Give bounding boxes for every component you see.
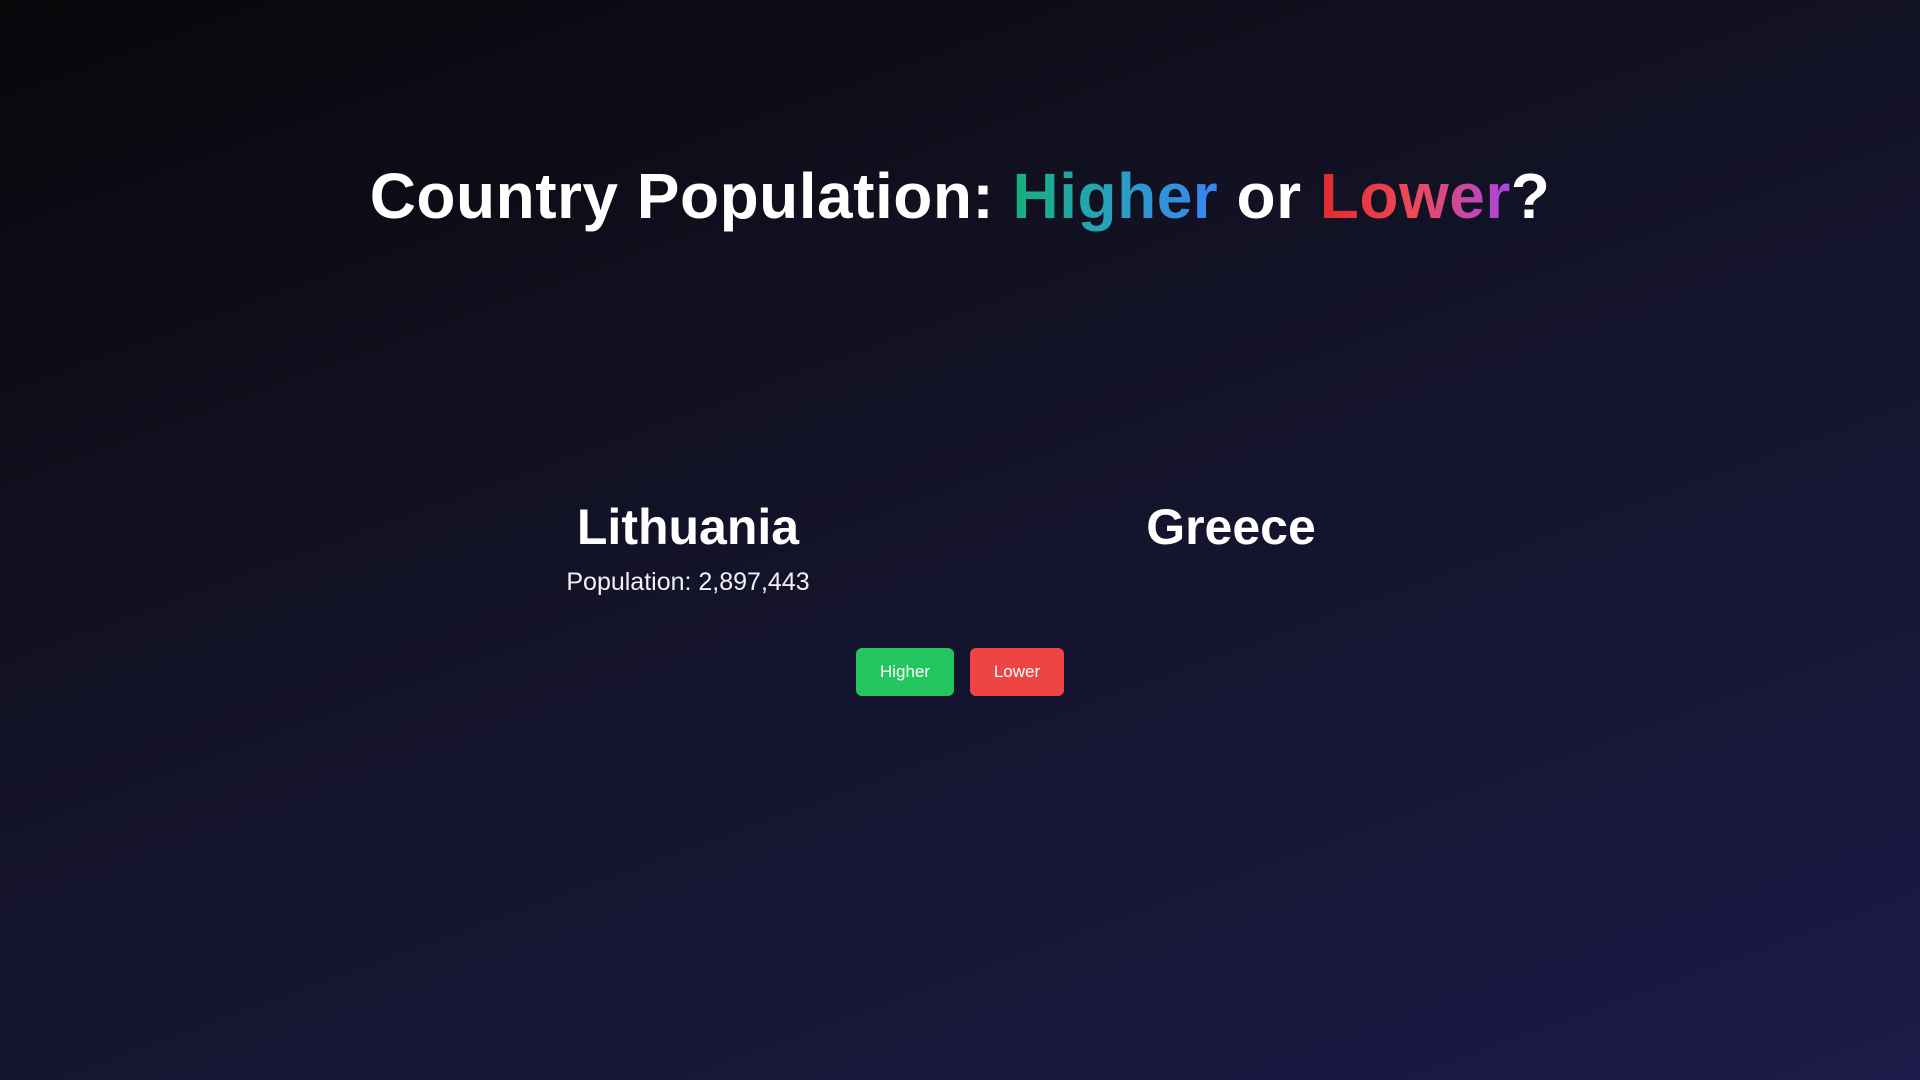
lower-button[interactable]: Lower — [970, 648, 1064, 696]
title-prefix: Country Population: — [369, 160, 1013, 232]
right-country-card: Greece — [981, 495, 1481, 559]
title-suffix: ? — [1510, 160, 1551, 232]
left-country-population: Population: 2,897,443 — [566, 568, 810, 596]
guess-buttons: Higher Lower — [0, 648, 1920, 696]
page-title: Country Population: Higher or Lower? — [0, 158, 1920, 235]
right-country-name: Greece — [1146, 499, 1316, 555]
title-higher-word: Higher — [1012, 160, 1219, 232]
title-lower-word: Lower — [1319, 160, 1511, 232]
left-country-card: Lithuania Population: 2,897,443 — [438, 495, 938, 599]
higher-button[interactable]: Higher — [856, 648, 954, 696]
left-country-name: Lithuania — [576, 499, 800, 555]
title-middle: or — [1218, 160, 1320, 232]
